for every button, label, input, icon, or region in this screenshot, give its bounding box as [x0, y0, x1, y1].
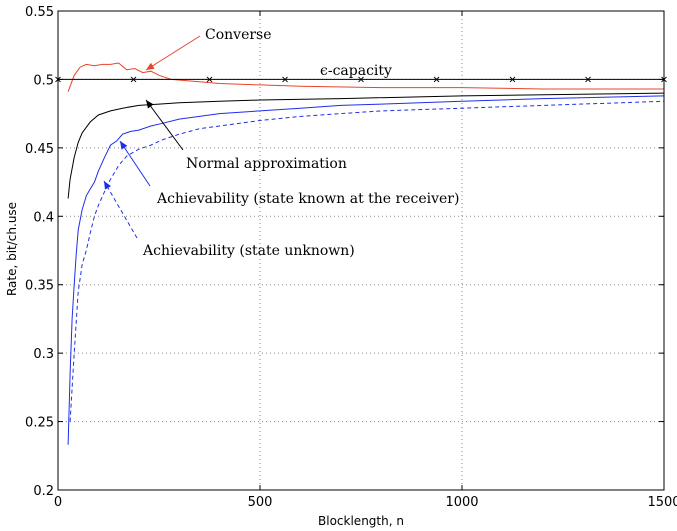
x-tick-label: 500	[248, 495, 273, 510]
y-tick-label: 0.35	[25, 279, 54, 294]
normal-approx-label: Normal approximation	[186, 156, 347, 172]
y-tick-label: 0.5	[33, 73, 54, 88]
x-tick-label: 1000	[445, 495, 478, 510]
x-tick-label: 0	[54, 495, 62, 510]
y-tick-label: 0.25	[25, 416, 54, 431]
capacity-label: ϵ-capacity	[320, 63, 392, 79]
converse-label: Converse	[205, 27, 272, 43]
y-tick-label: 0.2	[33, 484, 54, 499]
y-tick-label: 0.3	[33, 347, 54, 362]
x-axis-label: Blocklength, n	[318, 514, 404, 528]
x-tick-label: 1500	[647, 495, 677, 510]
y-tick-label: 0.45	[25, 142, 54, 157]
achievability-known-label: Achievability (state known at the receiv…	[156, 191, 459, 207]
y-tick-label: 0.55	[25, 5, 54, 20]
achievability-unknown-label: Achievability (state unknown)	[142, 243, 355, 259]
y-tick-label: 0.4	[33, 210, 54, 225]
y-axis-label: Rate, bit/ch.use	[5, 202, 19, 296]
